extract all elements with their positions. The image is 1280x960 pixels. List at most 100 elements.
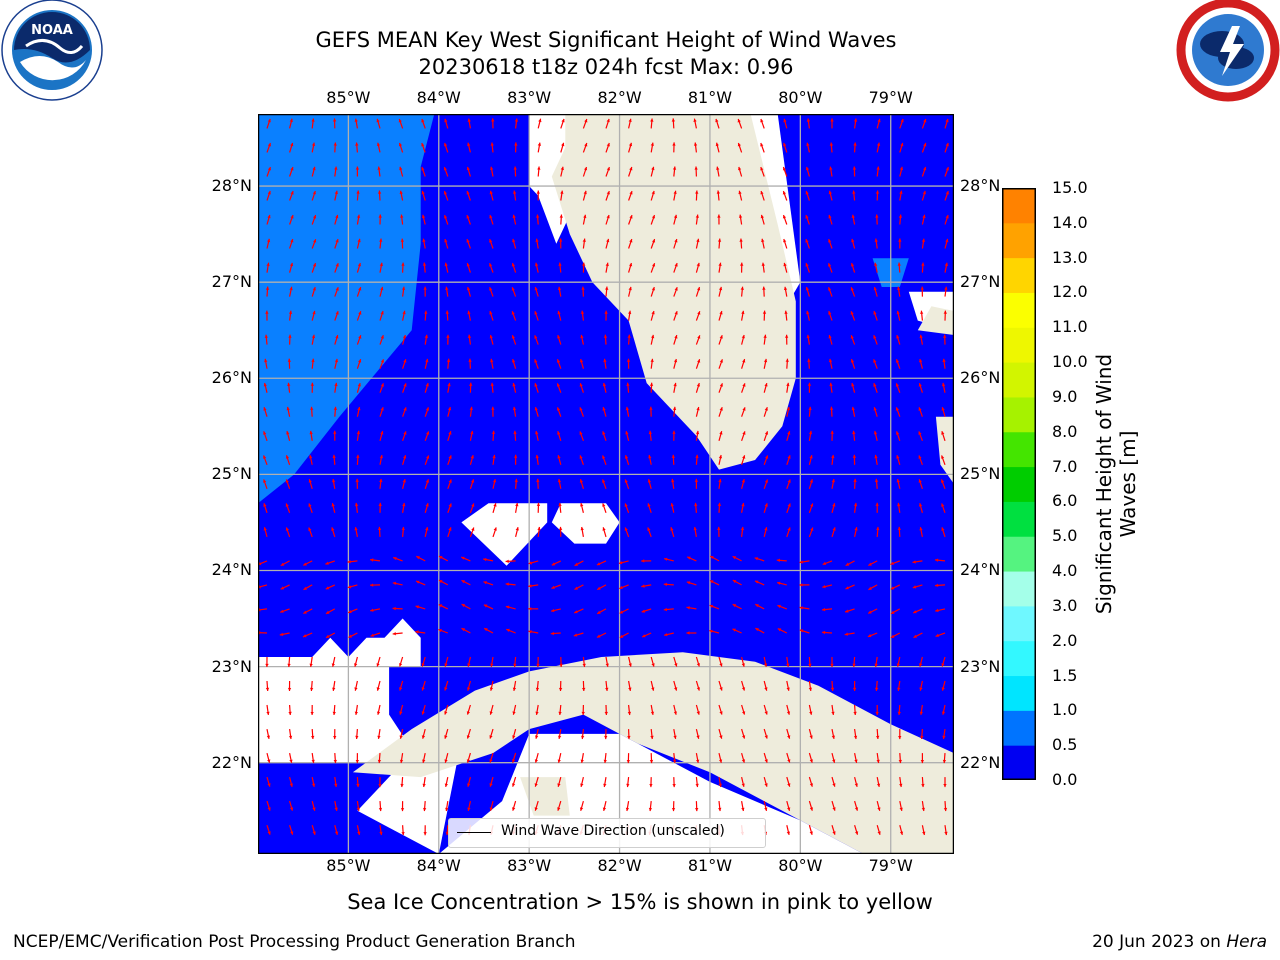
wave-direction-arrowhead (376, 711, 381, 715)
wave-direction-arrowhead (809, 455, 813, 459)
wave-direction-arrowhead (696, 262, 700, 267)
wave-direction-arrowhead (558, 262, 562, 266)
wave-direction-arrowhead (401, 262, 405, 266)
wave-direction-arrowhead (358, 359, 362, 363)
colorbar-tick-label: 14.0 (1052, 212, 1088, 232)
wave-direction-arrowhead (311, 735, 315, 739)
wave-direction-arrowhead (489, 783, 493, 787)
wave-direction-arrowhead (439, 580, 443, 584)
wave-direction-arrowhead (831, 479, 835, 483)
wave-direction-arrowhead (370, 608, 374, 612)
wave-direction-arrowhead (761, 238, 765, 243)
lon-tick-label-bottom: 81°W (687, 856, 733, 875)
wave-direction-arrowhead (718, 286, 723, 291)
wave-direction-arrowhead (935, 633, 939, 637)
wave-direction-arrowhead (941, 431, 945, 435)
noaa-logo: NOAA (1, 0, 103, 101)
wave-direction-arrowhead (515, 503, 519, 507)
wave-direction-arrowhead (379, 262, 383, 267)
wave-direction-arrowhead (311, 783, 316, 787)
wave-direction-arrowhead (491, 406, 495, 410)
wave-direction-arrowhead (444, 783, 448, 787)
wave-direction-arrowhead (557, 479, 562, 483)
wave-direction-arrowhead (787, 503, 791, 507)
wave-direction-arrowhead (787, 479, 791, 483)
wave-direction-arrowhead (742, 711, 746, 715)
wave-direction-arrowhead (401, 526, 405, 531)
wave-direction-arrowhead (868, 586, 872, 590)
wave-direction-arrowhead (489, 335, 493, 339)
wave-direction-arrowhead (777, 581, 781, 585)
wave-direction-arrowhead (447, 407, 452, 411)
wave-direction-arrowhead (511, 263, 515, 267)
wave-direction-arrowhead (556, 383, 560, 387)
wave-direction-arrowhead (535, 238, 539, 242)
wave-direction-arrowhead (446, 358, 451, 362)
wave-direction-arrowhead (290, 167, 294, 171)
wave-direction-arrowhead (535, 431, 539, 435)
wave-direction-arrowhead (874, 478, 879, 482)
wave-direction-arrowhead (715, 142, 719, 147)
wave-direction-arrowhead (602, 455, 606, 459)
wave-direction-arrowhead (875, 712, 879, 715)
wave-direction-arrowhead (378, 807, 383, 812)
wave-direction-arrowhead (807, 358, 811, 362)
wave-direction-arrowhead (580, 310, 585, 314)
wave-direction-arrowhead (641, 584, 645, 588)
wave-direction-arrowhead (528, 630, 532, 634)
wave-direction-arrowhead (786, 407, 790, 411)
wave-direction-arrowhead (263, 527, 267, 531)
wave-direction-arrowhead (347, 585, 352, 589)
wave-direction-arrowhead (822, 561, 827, 565)
wave-direction-arrowhead (447, 382, 451, 387)
wave-direction-arrowhead (358, 335, 362, 339)
footer-credit: NCEP/EMC/Verification Post Processing Pr… (13, 932, 576, 952)
wave-direction-arrowhead (557, 310, 561, 315)
map-panel (256, 113, 955, 858)
colorbar-tick-label: 7.0 (1052, 456, 1078, 476)
wave-direction-arrowhead (845, 562, 850, 566)
wave-direction-arrowhead (535, 262, 539, 267)
wave-direction-arrowhead (897, 711, 901, 715)
wave-direction-arrowhead (471, 527, 475, 531)
colorbar-tick-label: 13.0 (1052, 247, 1088, 267)
wave-direction-arrowhead (290, 239, 294, 243)
wave-direction-arrowhead (873, 335, 877, 339)
wave-direction-arrowhead (347, 560, 351, 564)
wave-direction-arrowhead (467, 310, 471, 315)
wave-direction-arrowhead (805, 191, 809, 195)
wave-direction-arrowhead (783, 142, 787, 147)
wave-direction-arrowhead (741, 503, 745, 507)
wave-direction-arrowhead (403, 359, 407, 363)
wave-direction-arrowhead (897, 286, 901, 290)
wave-direction-arrowhead (422, 238, 426, 242)
wave-direction-arrowhead (913, 634, 917, 638)
lon-tick-label-top: 83°W (507, 88, 552, 107)
wave-direction-arrowhead (762, 286, 766, 290)
wave-direction-arrowhead (335, 311, 339, 315)
wave-direction-arrowhead (719, 383, 723, 387)
wave-direction-arrowhead (941, 455, 945, 459)
wave-direction-arrowhead (874, 663, 878, 667)
wave-direction-arrowhead (573, 633, 578, 637)
wave-direction-arrowhead (650, 358, 654, 362)
wave-direction-arrowhead (444, 143, 448, 147)
wave-direction-arrowhead (693, 142, 698, 146)
wave-direction-arrowhead (331, 527, 335, 531)
wave-direction-arrowhead (942, 759, 947, 764)
legend-line-swatch (457, 832, 491, 833)
wave-direction-arrowhead (421, 735, 426, 739)
wave-direction-arrowhead (512, 687, 517, 691)
wave-direction-arrowhead (403, 431, 407, 435)
wave-direction-arrowhead (895, 359, 900, 363)
wave-direction-arrowhead (356, 783, 360, 788)
wave-direction-arrowhead (424, 310, 428, 314)
wave-direction-arrowhead (483, 604, 488, 608)
wave-direction-arrowhead (357, 831, 361, 835)
wave-direction-arrowhead (582, 663, 586, 667)
wave-direction-arrowhead (828, 190, 832, 195)
wave-direction-arrowhead (742, 455, 746, 459)
wave-direction-arrowhead (448, 503, 452, 507)
wave-direction-arrowhead (423, 286, 427, 290)
wave-direction-arrowhead (923, 143, 927, 147)
